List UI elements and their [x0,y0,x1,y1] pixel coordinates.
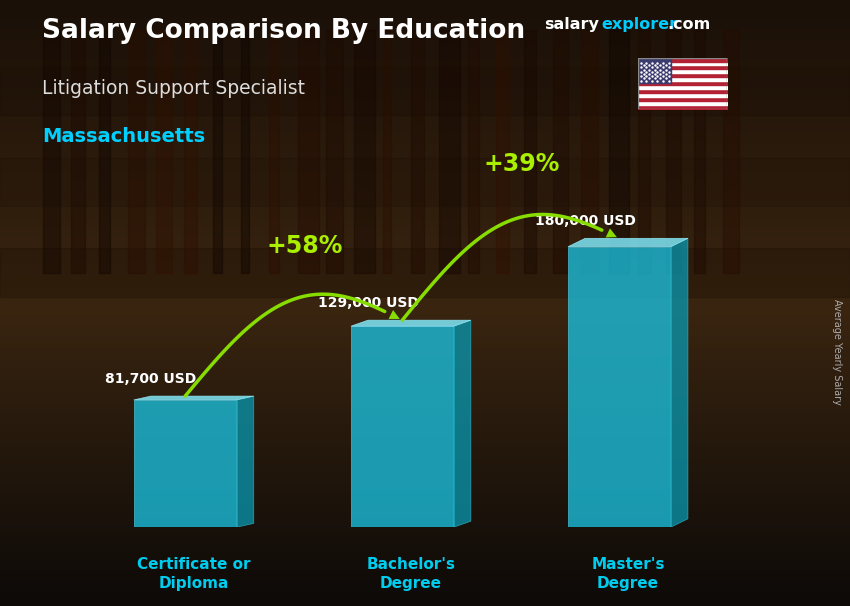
Text: Litigation Support Specialist: Litigation Support Specialist [42,79,305,98]
Text: +58%: +58% [266,234,343,258]
Polygon shape [638,58,672,84]
Text: 81,700 USD: 81,700 USD [105,372,196,386]
Text: Massachusetts: Massachusetts [42,127,206,146]
Text: Average Yearly Salary: Average Yearly Salary [832,299,842,404]
Polygon shape [236,396,254,527]
Text: salary: salary [544,17,599,32]
Text: Bachelor's
Degree: Bachelor's Degree [366,557,456,591]
Polygon shape [133,396,254,400]
Text: Master's
Degree: Master's Degree [592,557,665,591]
Polygon shape [351,320,471,326]
Polygon shape [671,238,688,527]
Text: .com: .com [667,17,711,32]
Bar [0,67,850,115]
Text: 129,000 USD: 129,000 USD [318,296,418,310]
Text: 180,000 USD: 180,000 USD [535,215,636,228]
Polygon shape [568,238,688,247]
Text: Salary Comparison By Education: Salary Comparison By Education [42,18,525,44]
Polygon shape [133,400,236,527]
Text: +39%: +39% [484,152,560,176]
Polygon shape [351,326,454,527]
Polygon shape [568,247,671,527]
Polygon shape [454,320,471,527]
Text: explorer: explorer [602,17,678,32]
Bar [0,248,850,297]
Text: Certificate or
Diploma: Certificate or Diploma [137,557,251,591]
Bar [0,158,850,206]
